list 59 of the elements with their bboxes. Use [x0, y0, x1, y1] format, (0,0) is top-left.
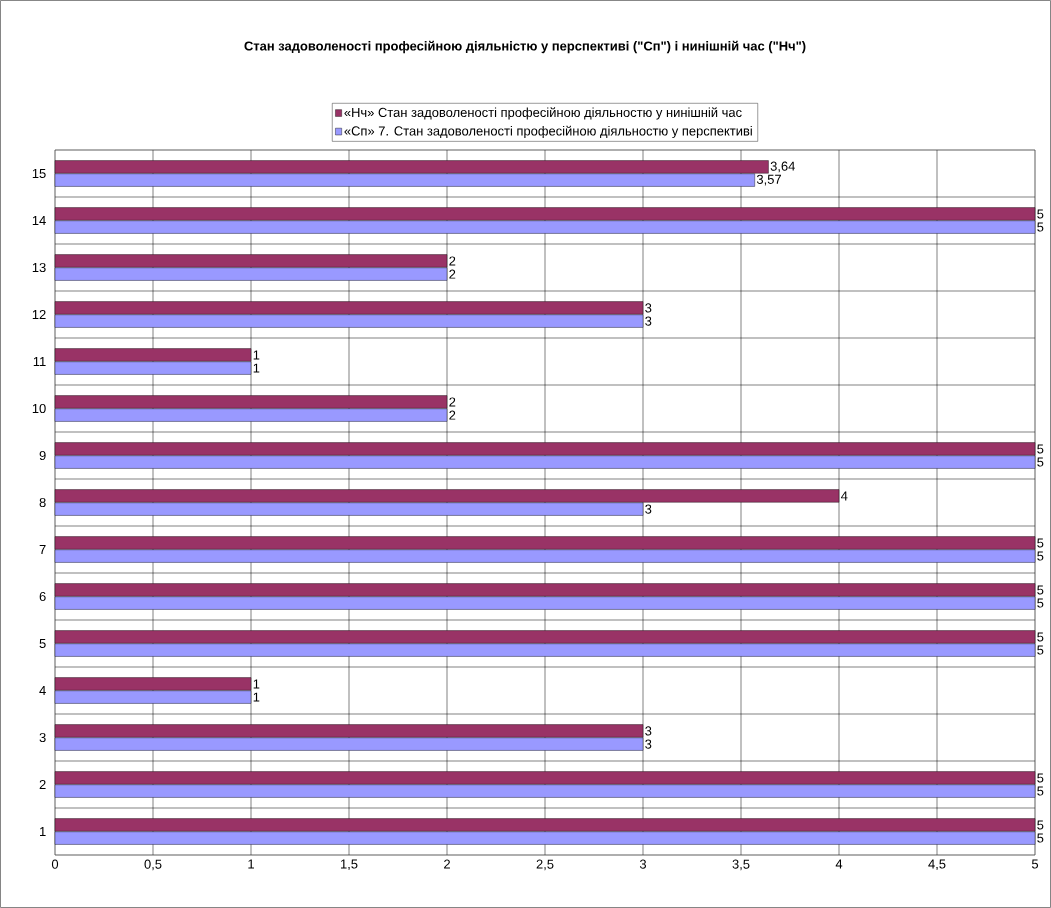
y-tick-label: 7	[39, 545, 46, 554]
x-tick-label: 2	[444, 859, 450, 869]
y-tick-label: 8	[39, 497, 46, 508]
x-tick-label: 5	[1031, 859, 1039, 869]
data-label: 1	[253, 679, 260, 689]
data-label: 1	[253, 692, 260, 702]
data-label: 2	[449, 256, 456, 266]
y-tick-label: 2	[39, 779, 46, 790]
data-label: 1	[253, 363, 260, 373]
data-label: 3	[645, 726, 652, 736]
x-tick-label: 0	[51, 859, 59, 869]
x-tick-label: 0,5	[144, 859, 162, 871]
x-tick-label: 3,5	[732, 859, 750, 871]
x-tick-label: 4	[835, 859, 843, 869]
data-label: 4	[841, 491, 848, 501]
data-label: 5	[1037, 444, 1044, 454]
legend-label: «Сп» 7. Стан задоволеності професійною діяльностю у перспективі	[344, 125, 752, 139]
data-label: 3,64	[770, 161, 795, 173]
data-label: 2	[449, 410, 456, 420]
data-label: 2	[449, 397, 456, 407]
data-label: 5	[1037, 585, 1044, 595]
data-label: 5	[1037, 538, 1044, 548]
data-label: 2	[449, 269, 456, 279]
data-label: 5	[1037, 773, 1044, 783]
x-tick-label: 2,5	[536, 859, 554, 871]
y-tick-label: 12	[32, 309, 46, 320]
y-tick-label: 9	[39, 450, 46, 461]
y-tick-label: 6	[39, 591, 46, 602]
x-tick-label: 3	[639, 859, 647, 869]
data-label: 5	[1037, 209, 1044, 219]
y-tick-label: 1	[40, 827, 46, 836]
y-tick-label: 15	[32, 168, 46, 179]
data-label: 5	[1037, 833, 1044, 843]
data-label: 5	[1037, 598, 1044, 608]
data-label: 3,57	[756, 174, 781, 186]
data-label: 5	[1037, 820, 1044, 830]
data-label: 5	[1037, 645, 1044, 655]
data-label: 5	[1037, 632, 1044, 642]
data-label: 5	[1037, 222, 1044, 232]
x-tick-label: 1,5	[340, 859, 358, 871]
y-tick-label: 13	[32, 262, 46, 273]
data-label: 3	[645, 303, 652, 313]
y-tick-label: 3	[39, 732, 46, 743]
y-tick-label: 10	[32, 403, 46, 414]
y-tick-label: 5	[39, 638, 46, 649]
y-tick-label: 14	[32, 216, 46, 225]
x-tick-label: 4,5	[928, 859, 946, 871]
y-tick-label: 4	[39, 686, 46, 695]
data-label: 5	[1037, 786, 1044, 796]
x-tick-label: 1	[248, 859, 254, 869]
data-label: 3	[645, 316, 652, 326]
data-label: 5	[1037, 457, 1044, 467]
data-label: 1	[253, 350, 260, 360]
y-tick-label: 11	[33, 357, 46, 366]
data-label: 3	[645, 739, 652, 749]
legend-label: «Нч» Стан задоволеності професійною діяльностю у нинішній час	[344, 107, 742, 120]
data-label: 5	[1037, 551, 1044, 561]
chart-title: Стан задоволеності професійною діяльністю у перспективі ("Сп") і нинішній час ("Нч")	[244, 40, 806, 54]
data-label: 3	[645, 504, 652, 514]
